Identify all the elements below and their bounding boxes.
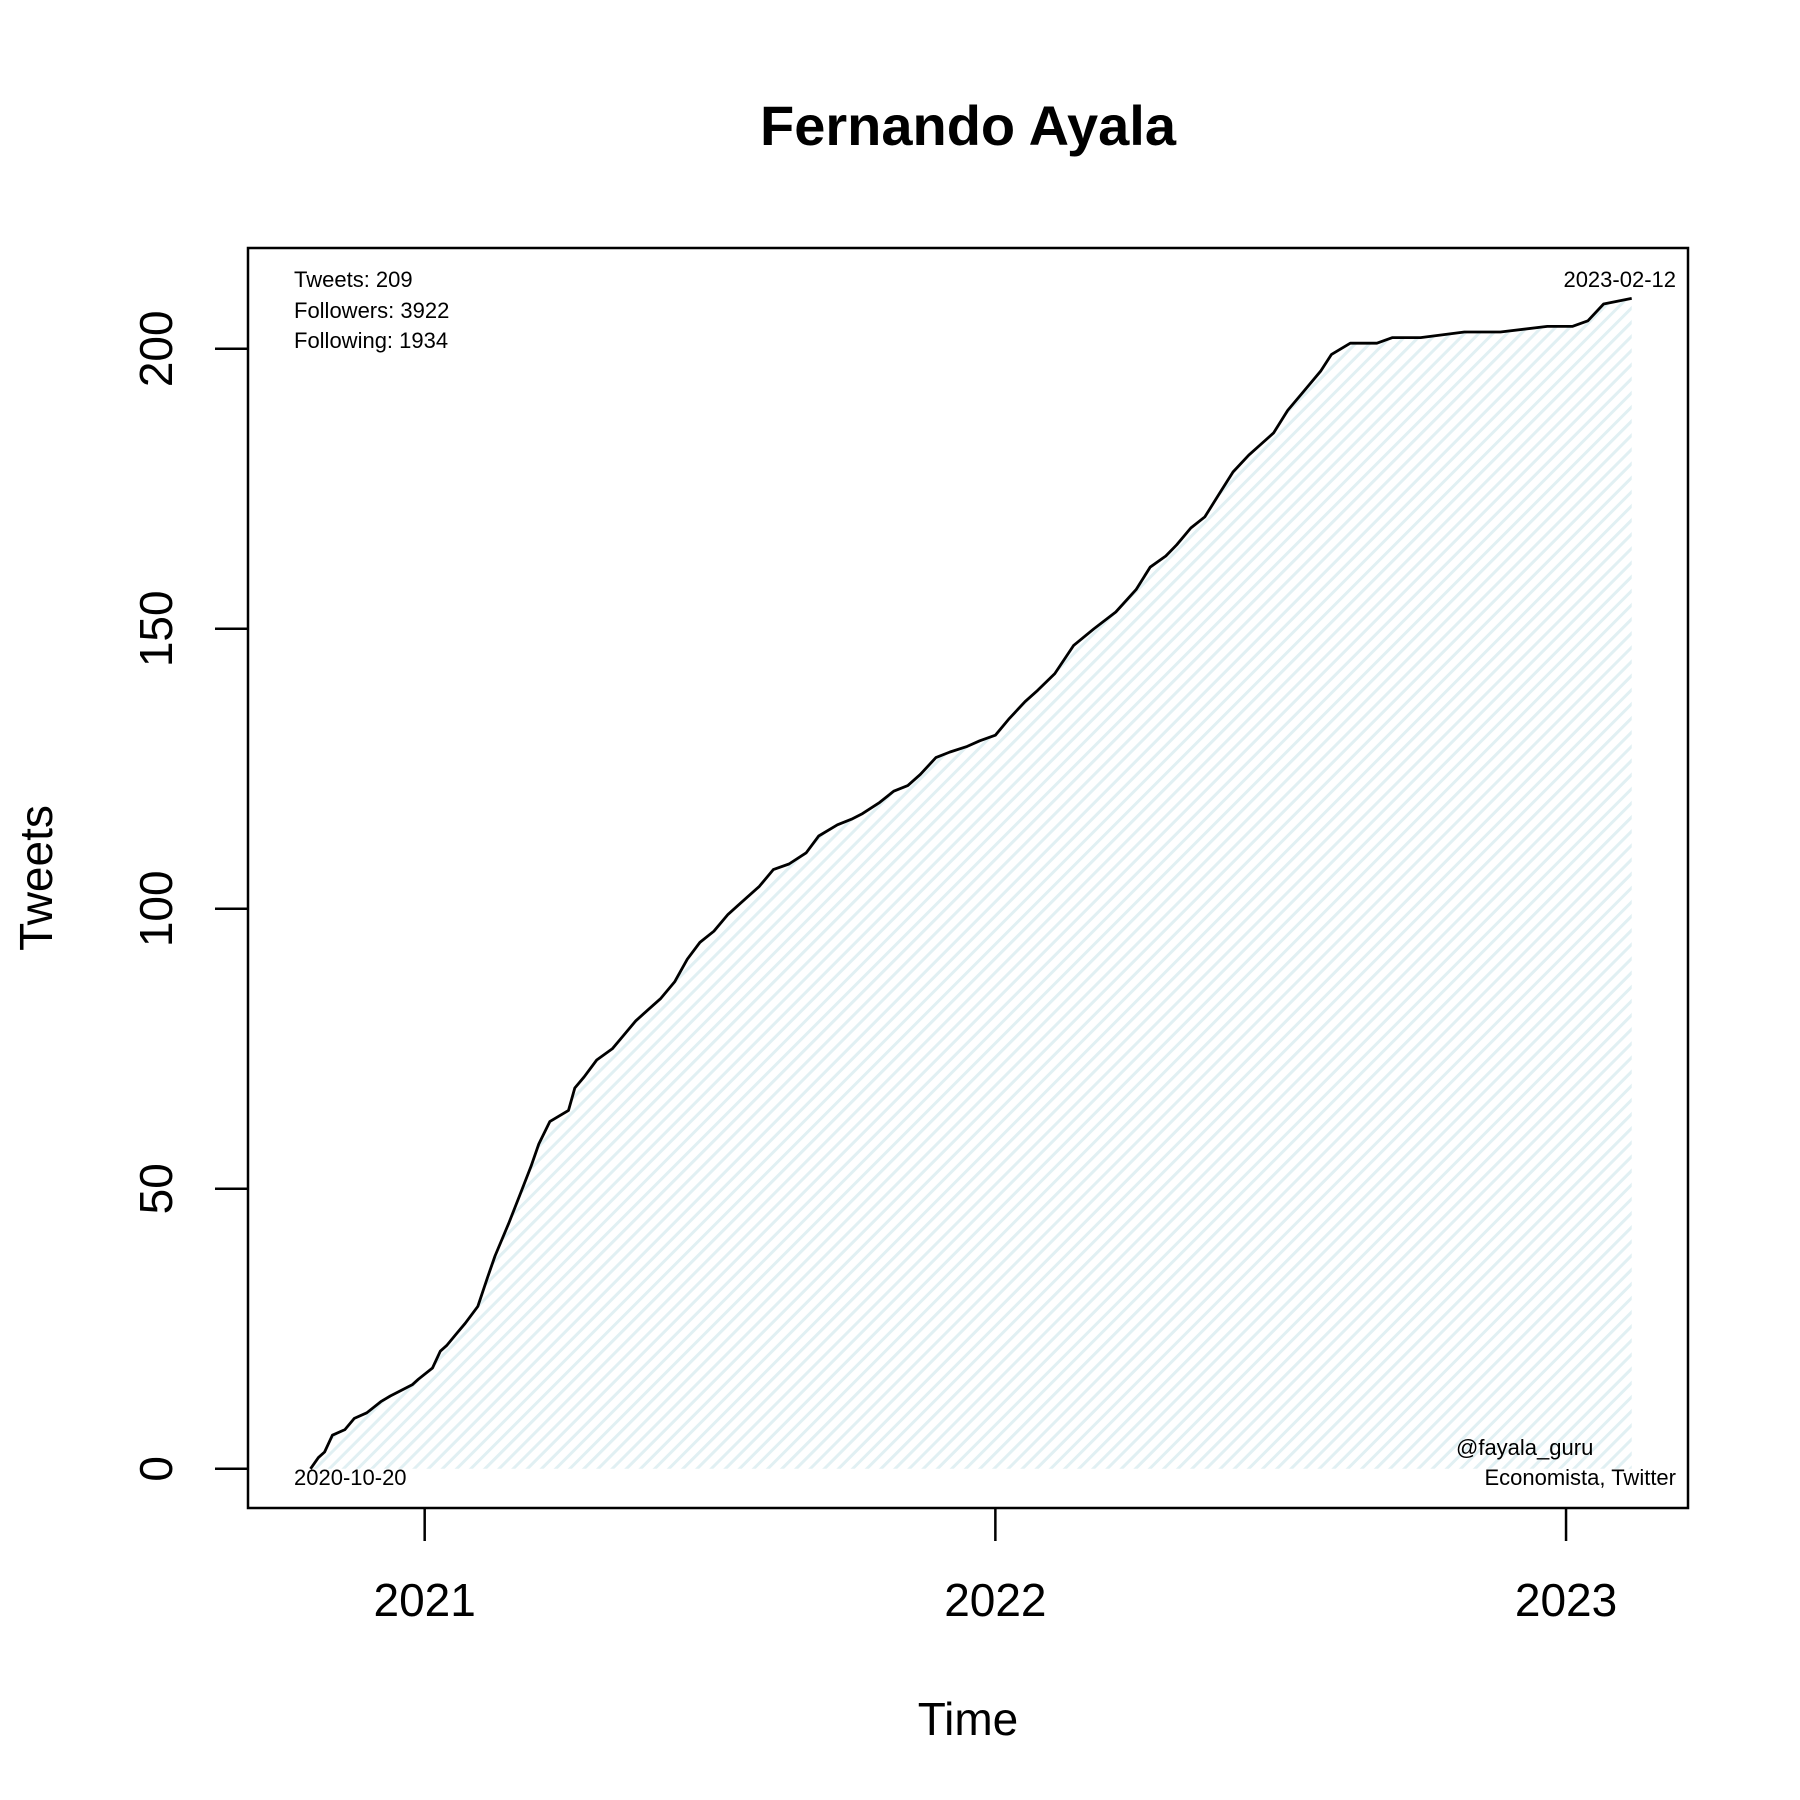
cumulative-tweets-line [309, 297, 1632, 1470]
credit-handle: @fayala_guru [1456, 1435, 1593, 1460]
y-tick-label-200: 200 [130, 310, 182, 387]
y-axis: 0 50 100 150 200 [130, 310, 248, 1482]
chart-title: Fernando Ayala [760, 94, 1177, 157]
cumulative-tweets-area [310, 298, 1632, 1469]
start-date-label: 2020-10-20 [294, 1465, 407, 1490]
stats-followers: Followers: 3922 [294, 298, 449, 323]
plot-frame [246, 246, 1690, 1510]
stats-tweets: Tweets: 209 [294, 267, 413, 292]
y-tick-label-0: 0 [130, 1456, 182, 1482]
stats-following: Following: 1934 [294, 328, 448, 353]
credit-description: Economista, Twitter [1484, 1465, 1676, 1490]
x-tick-label-2022: 2022 [944, 1574, 1046, 1626]
x-axis: 2021 2022 2023 [374, 1508, 1617, 1626]
y-tick-label-50: 50 [130, 1163, 182, 1214]
y-tick-label-150: 150 [130, 590, 182, 667]
x-axis-title: Time [918, 1693, 1019, 1745]
end-date-label: 2023-02-12 [1563, 267, 1676, 292]
y-tick-label-100: 100 [130, 870, 182, 947]
x-tick-label-2023: 2023 [1515, 1574, 1617, 1626]
x-tick-label-2021: 2021 [374, 1574, 476, 1626]
y-axis-title: Tweets [10, 805, 62, 951]
